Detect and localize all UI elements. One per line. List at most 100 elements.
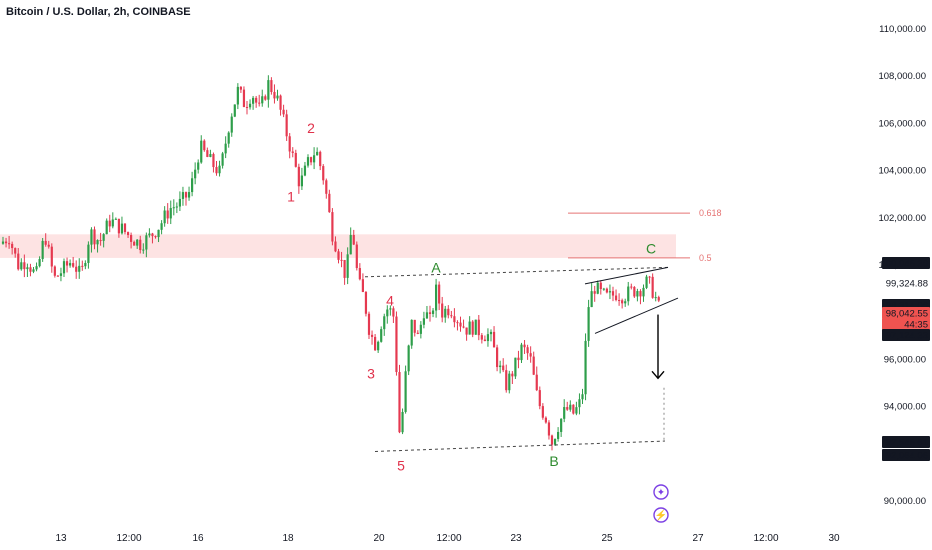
lightning-icon[interactable] bbox=[653, 507, 669, 523]
candle-body-171 bbox=[523, 344, 526, 348]
candle-body-207 bbox=[633, 287, 636, 297]
candle-body-60 bbox=[184, 192, 188, 198]
candle-body-138 bbox=[422, 318, 425, 325]
candle-body-6 bbox=[20, 262, 23, 270]
projection-arrow-head bbox=[651, 370, 665, 380]
candle-body-148 bbox=[453, 316, 456, 323]
candle-body-205 bbox=[627, 286, 630, 302]
y-tick-7: 104,000.00 bbox=[878, 166, 926, 177]
wave-label-5: 5 bbox=[397, 458, 405, 474]
price-tag-3: 98,042.55 bbox=[886, 309, 928, 320]
y-tick-3: 96,000.00 bbox=[884, 354, 926, 365]
candle-body-115 bbox=[352, 234, 355, 245]
candle-body-183 bbox=[560, 418, 563, 432]
x-tick-10: 30 bbox=[828, 533, 840, 544]
candle-body-211 bbox=[645, 276, 648, 288]
candle-body-54 bbox=[166, 210, 169, 219]
y-tick-6: 102,000.00 bbox=[878, 213, 926, 224]
candle-body-193 bbox=[590, 291, 593, 308]
candle-body-66 bbox=[203, 140, 206, 151]
candle-body-144 bbox=[441, 303, 444, 318]
candle-body-143 bbox=[438, 284, 441, 304]
trendlines-layer bbox=[364, 266, 679, 452]
candle-body-61 bbox=[187, 192, 191, 198]
price-tag-5: 97,124.33 bbox=[886, 331, 928, 342]
price-tag-7: 92,064.06 bbox=[886, 451, 928, 462]
candle-body-41 bbox=[126, 232, 130, 236]
candle-body-200 bbox=[611, 291, 615, 296]
candle-body-127 bbox=[389, 308, 392, 310]
y-tick-8: 106,000.00 bbox=[878, 118, 926, 129]
candle-body-18 bbox=[56, 275, 59, 277]
candle-body-32 bbox=[99, 240, 102, 242]
price-tag-1: 99,324.88 bbox=[886, 279, 928, 290]
candle-body-151 bbox=[462, 326, 465, 328]
candle-body-82 bbox=[252, 97, 255, 104]
candle-body-182 bbox=[557, 431, 560, 439]
candle-body-201 bbox=[614, 295, 618, 301]
candle-body-14 bbox=[44, 240, 47, 245]
price-tag-bg-1 bbox=[882, 277, 930, 289]
candle-body-172 bbox=[526, 347, 529, 354]
price-tag-4: 44:35 bbox=[904, 320, 928, 331]
candle-body-72 bbox=[221, 153, 224, 166]
candle-body-20 bbox=[62, 261, 66, 274]
candle-body-202 bbox=[618, 300, 621, 302]
candle-body-117 bbox=[358, 268, 361, 280]
fib-label-1: 0.5 bbox=[699, 253, 712, 263]
candles-layer bbox=[1, 75, 660, 451]
candle-body-118 bbox=[361, 279, 364, 293]
candle-body-11 bbox=[35, 266, 38, 270]
candle-body-137 bbox=[419, 324, 422, 334]
wave-label-2: 2 bbox=[307, 120, 315, 136]
candle-body-96 bbox=[294, 152, 297, 167]
candle-body-191 bbox=[584, 340, 587, 395]
candle-body-164 bbox=[502, 365, 505, 371]
candle-body-177 bbox=[541, 406, 544, 418]
candle-body-33 bbox=[102, 234, 105, 241]
candle-body-215 bbox=[657, 297, 660, 301]
candle-body-98 bbox=[300, 175, 303, 187]
candle-body-184 bbox=[563, 407, 566, 419]
wave-label-1: 1 bbox=[287, 189, 295, 205]
candle-body-120 bbox=[367, 313, 371, 335]
candle-body-110 bbox=[337, 251, 340, 260]
candle-body-167 bbox=[511, 373, 514, 377]
candle-body-130 bbox=[398, 372, 401, 433]
x-tick-8: 27 bbox=[692, 533, 704, 544]
candle-body-94 bbox=[288, 136, 291, 152]
x-tick-9: 12:00 bbox=[753, 533, 778, 544]
candle-body-149 bbox=[456, 322, 459, 324]
wave-label-A: A bbox=[431, 259, 441, 275]
candle-body-153 bbox=[468, 321, 471, 335]
candle-body-187 bbox=[572, 404, 575, 414]
candle-body-181 bbox=[553, 438, 557, 445]
candle-body-58 bbox=[178, 198, 181, 207]
candle-body-162 bbox=[496, 347, 499, 368]
x-tick-7: 25 bbox=[601, 533, 613, 544]
fib-label-0: 0.618 bbox=[699, 208, 722, 218]
price-tag-bg-4 bbox=[882, 318, 930, 330]
candle-body-152 bbox=[465, 327, 468, 335]
candle-body-67 bbox=[206, 150, 209, 157]
candle-body-107 bbox=[328, 193, 331, 213]
candle-body-129 bbox=[395, 316, 398, 373]
candle-body-87 bbox=[267, 80, 270, 100]
candle-body-1 bbox=[4, 241, 8, 244]
x-tick-5: 12:00 bbox=[436, 533, 461, 544]
candle-body-108 bbox=[331, 212, 334, 242]
lightning-icon-glyph: ⚡ bbox=[655, 509, 667, 522]
sparkle-icon[interactable] bbox=[653, 484, 669, 500]
price-tag-bg-5 bbox=[882, 329, 930, 341]
candle-body-35 bbox=[108, 220, 111, 227]
candle-body-199 bbox=[608, 291, 612, 293]
candle-body-206 bbox=[630, 286, 633, 288]
candle-body-47 bbox=[145, 235, 148, 250]
candle-body-204 bbox=[624, 301, 627, 304]
y-tick-2: 94,000.00 bbox=[884, 402, 926, 413]
candle-body-15 bbox=[47, 244, 50, 247]
candle-body-113 bbox=[346, 254, 349, 278]
candle-body-128 bbox=[392, 308, 395, 317]
candle-body-147 bbox=[450, 315, 453, 317]
